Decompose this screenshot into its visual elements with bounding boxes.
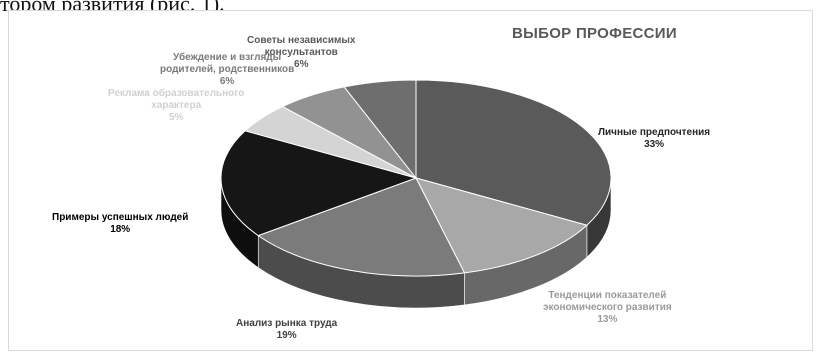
- slice-top-1: [415, 177, 588, 274]
- slice-label-line: родителей, родственников: [160, 64, 295, 75]
- chart-title: ВЫБОР ПРОФЕССИИ: [512, 25, 677, 42]
- slice-value-label: 6%: [219, 76, 235, 87]
- slice-label-line: Реклама образовательного: [108, 88, 245, 99]
- slice-label-line: Тенденции показателей: [548, 290, 667, 301]
- slice-top-2: [257, 177, 466, 277]
- slice-label-line: Анализ рынка труда: [236, 318, 338, 329]
- slice-label-line: консультантов: [264, 47, 338, 58]
- slice-label-5: Убеждение и взгляды родителей, родственни…: [160, 52, 294, 88]
- slice-label-line: Убеждение и взгляды: [173, 52, 282, 63]
- slice-label-line: Личные предпочтения: [598, 127, 711, 138]
- slice-top-0: [415, 79, 612, 226]
- slice-value-label: 5%: [168, 112, 184, 123]
- slice-value-label: 18%: [110, 224, 131, 235]
- slice-label-1: Тенденции показателей экономического разв…: [543, 290, 672, 326]
- slice-label-line: Советы независимых: [247, 35, 356, 46]
- slice-label-3: Примеры успешных людей 18%: [52, 212, 188, 236]
- slice-label-line: экономического развития: [543, 302, 672, 313]
- slice-value-label: 6%: [294, 59, 309, 70]
- slice-value-label: 13%: [597, 314, 618, 325]
- slice-label-line: Примеры успешных людей: [52, 212, 189, 223]
- slice-label-6: Советы независимых консультантов 6%: [247, 35, 356, 71]
- slice-top-3: [220, 130, 418, 237]
- slice-top-6: [343, 79, 417, 180]
- slice-label-4: Реклама образовательного характера 5%: [108, 88, 244, 124]
- slice-label-line: характера: [151, 100, 202, 111]
- slice-value-label: 19%: [276, 330, 297, 341]
- slice-value-label: 33%: [644, 139, 665, 150]
- slice-label-2: Анализ рынка труда 19%: [236, 318, 337, 342]
- slice-label-0: Личные предпочтения 33%: [598, 127, 710, 151]
